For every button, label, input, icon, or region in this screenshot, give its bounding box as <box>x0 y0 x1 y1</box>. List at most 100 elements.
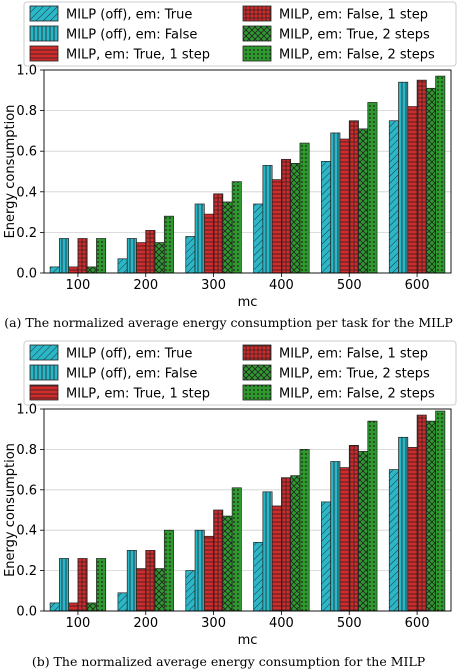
legend-frame <box>23 340 457 406</box>
x-tick-label: 400 <box>269 278 294 293</box>
legend-label: MILP, em: True, 1 step <box>66 387 210 402</box>
y-axis-label: Energy consumption <box>3 443 18 577</box>
bar-hatch <box>435 411 445 611</box>
bar-hatch <box>389 120 399 273</box>
caption-b: (b) The normalized average energy consum… <box>31 654 426 669</box>
bar-hatch <box>339 139 350 273</box>
bar-hatch <box>185 570 196 611</box>
bar-hatch <box>290 163 300 273</box>
bars <box>49 75 446 274</box>
bar-hatch <box>96 238 106 273</box>
legend-label: MILP, em: True, 2 steps <box>279 28 430 43</box>
bar-hatch <box>426 88 436 274</box>
bar-hatch <box>136 568 146 611</box>
bar-hatch <box>330 461 340 611</box>
legend-label: MILP, em: False, 1 step <box>279 8 428 23</box>
bar-hatch <box>321 501 331 611</box>
legend-swatch-hatch <box>243 26 271 41</box>
bar-hatch <box>50 266 60 273</box>
y-tick-label: 1.0 <box>16 403 37 418</box>
y-tick-label: 0.4 <box>16 185 37 200</box>
y-tick-label: 0.4 <box>16 524 37 539</box>
y-tick-label: 0.2 <box>16 226 37 241</box>
legend-label: MILP, em: False, 2 steps <box>279 48 435 63</box>
bar-hatch <box>204 536 214 611</box>
bar-hatch <box>253 203 263 273</box>
x-axis: 100 200 300 400 500 600 mc <box>66 273 429 310</box>
bar-hatch <box>59 238 69 273</box>
bar-hatch <box>358 128 368 273</box>
legend-swatch-hatch <box>243 46 271 61</box>
plot-frame <box>43 408 452 612</box>
bar-hatch <box>299 449 310 611</box>
bar-hatch <box>426 421 436 611</box>
bar-hatch <box>321 161 331 273</box>
bar-hatch <box>435 76 445 273</box>
legend-label: MILP, em: False, 2 steps <box>279 387 435 402</box>
legend-label: MILP, em: False, 1 step <box>279 347 428 362</box>
bar-hatch <box>389 469 399 611</box>
x-tick-label: 100 <box>66 616 91 631</box>
bar-hatch <box>367 102 378 273</box>
y-axis-label: Energy consumption <box>3 105 18 239</box>
bar-hatch <box>50 602 60 611</box>
bar-hatch <box>204 214 214 273</box>
x-axis: 100 200 300 400 500 600 mc <box>66 611 429 648</box>
x-tick-label: 400 <box>269 616 294 631</box>
x-axis-label: mc <box>238 633 258 648</box>
bar-hatch <box>253 542 263 611</box>
bar-hatch <box>349 445 359 611</box>
x-axis-label: mc <box>238 295 258 310</box>
bar-hatch <box>398 82 408 274</box>
y-tick-label: 1.0 <box>16 64 37 79</box>
legend-swatch-hatch <box>30 46 58 61</box>
legend-label: MILP (off), em: True <box>66 8 192 23</box>
bar-hatch <box>117 258 128 273</box>
bar-hatch <box>77 238 88 273</box>
bar-hatch <box>367 421 378 611</box>
y-tick-label: 0.2 <box>16 564 37 579</box>
bar-hatch <box>262 165 273 273</box>
bar-hatch <box>185 236 196 273</box>
bar-hatch <box>127 550 137 611</box>
bar-hatch <box>213 193 223 273</box>
legend-frame <box>23 1 457 67</box>
bar-hatch <box>68 266 78 273</box>
bar-hatch <box>68 602 78 611</box>
bar-hatch <box>145 550 156 611</box>
bar-hatch <box>164 530 174 611</box>
caption-a: (a) The normalized average energy consum… <box>4 315 453 330</box>
chart-a: MILP (off), em: True MILP (off), em: Fals… <box>3 1 457 310</box>
bar-hatch <box>407 447 418 611</box>
bar-hatch <box>330 132 340 273</box>
legend-swatch-hatch <box>30 26 58 41</box>
bar-hatch <box>222 516 233 611</box>
legend-swatch-hatch <box>243 6 271 21</box>
bar-hatch <box>339 467 350 611</box>
y-tick-label: 0.8 <box>16 443 37 458</box>
bars <box>49 410 446 612</box>
legend: MILP (off), em: True MILP (off), em: Fals… <box>23 340 457 406</box>
bar-hatch <box>87 266 97 273</box>
y-tick-label: 0.6 <box>16 145 37 160</box>
bar-hatch <box>77 558 88 611</box>
bar-hatch <box>272 505 282 611</box>
legend-swatch-hatch <box>243 345 271 360</box>
x-tick-label: 300 <box>201 278 226 293</box>
bar-hatch <box>213 510 223 611</box>
x-tick-label: 500 <box>337 278 362 293</box>
legend-label: MILP (off), em: False <box>66 367 197 382</box>
bar-hatch <box>262 491 273 611</box>
legend-label: MILP, em: True, 2 steps <box>279 367 430 382</box>
legend-swatch-hatch <box>30 365 58 380</box>
legend: MILP (off), em: True MILP (off), em: Fals… <box>23 1 457 67</box>
bar-hatch <box>59 558 69 611</box>
bar-hatch <box>155 242 165 273</box>
x-tick-label: 200 <box>133 616 158 631</box>
y-tick-label: 0.0 <box>16 267 37 282</box>
bar-hatch <box>87 602 97 611</box>
bar-hatch <box>136 242 146 273</box>
legend-swatch-hatch <box>30 6 58 21</box>
bar-hatch <box>417 415 427 611</box>
